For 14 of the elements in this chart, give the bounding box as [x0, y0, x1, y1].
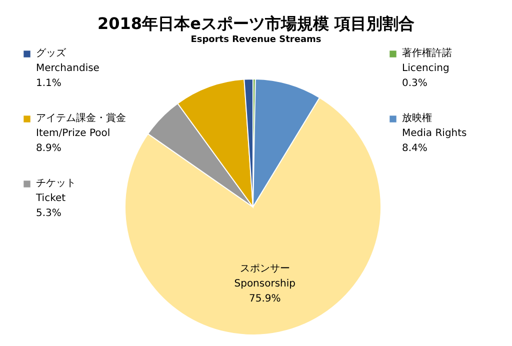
- chart-title: 2018年日本eスポーツ市場規模 項目別割合: [98, 14, 414, 33]
- chart-subtitle: Esports Revenue Streams: [190, 35, 322, 45]
- data-label: 75.9%: [248, 293, 281, 304]
- legend-label: 著作権許諾 Licencing: [402, 47, 452, 74]
- data-label: 8.9%: [36, 143, 62, 154]
- data-label: 0.3%: [402, 78, 428, 89]
- data-label: 8.4%: [402, 143, 428, 154]
- legend-label: グッズ Merchandise: [36, 47, 100, 74]
- data-label: 1.1%: [36, 78, 62, 89]
- data-label: 5.3%: [36, 208, 62, 219]
- legend-label: チケット Ticket: [35, 178, 76, 204]
- legend-label: 放映権 Media Rights: [402, 112, 467, 139]
- legend-label: アイテム課金・賞金 Item/Prize Pool: [36, 112, 126, 139]
- slice-label: スポンサー Sponsorship: [234, 263, 296, 290]
